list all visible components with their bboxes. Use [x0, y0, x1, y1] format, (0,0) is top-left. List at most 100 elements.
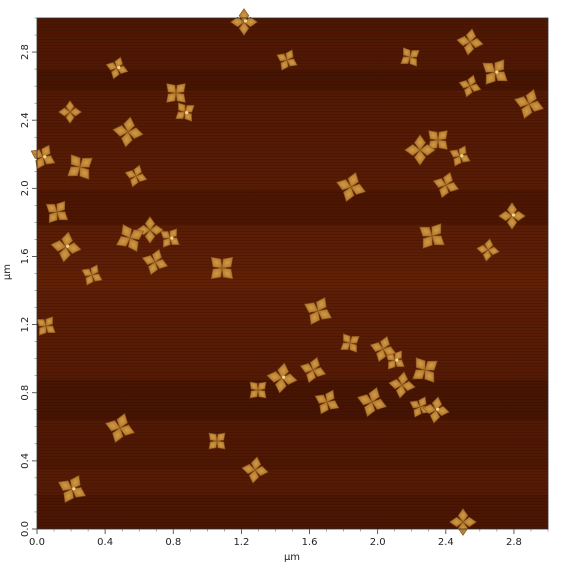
origami-tile	[435, 405, 450, 417]
origami-tile	[484, 238, 494, 251]
origami-tile	[506, 202, 518, 217]
origami-tile	[56, 211, 69, 221]
origami-tile	[144, 216, 156, 231]
origami-tile	[115, 235, 131, 247]
origami-star	[81, 264, 103, 286]
origami-tile	[184, 104, 195, 113]
origami-tile	[299, 363, 314, 374]
origami-star	[241, 456, 269, 484]
origami-tile	[61, 231, 74, 248]
bright-spot	[511, 213, 516, 217]
origami-tile	[382, 345, 397, 356]
origami-tile	[41, 144, 51, 158]
origami-tile	[129, 229, 145, 241]
origami-tile	[248, 469, 260, 484]
origami-star	[422, 396, 450, 424]
origami-tile	[482, 62, 496, 73]
origami-tile	[422, 403, 437, 415]
origami-tile	[286, 58, 298, 67]
origami-tile	[216, 432, 226, 442]
origami-tile	[281, 373, 298, 386]
origami-tile	[216, 440, 226, 450]
origami-tile	[469, 37, 484, 49]
origami-tile	[105, 420, 121, 432]
origami-tile	[210, 256, 223, 269]
origami-tile	[463, 41, 475, 56]
origami-tile	[401, 380, 416, 392]
origami-tile	[458, 145, 467, 157]
x-tick-label: 1.6	[302, 537, 318, 548]
origami-tile	[154, 258, 169, 269]
x-tick-label: 0.0	[29, 537, 45, 548]
origami-star	[136, 216, 164, 244]
origami-tile	[376, 348, 387, 363]
origami-tile	[306, 369, 317, 384]
origami-tile	[462, 516, 477, 528]
origami-tile	[45, 203, 58, 213]
origami-tile	[400, 56, 411, 65]
origami-tile	[325, 389, 335, 403]
origami-tile	[326, 400, 340, 410]
origami-tile	[414, 149, 426, 166]
origami-tile	[431, 235, 445, 246]
origami-tile	[349, 342, 358, 353]
y-axis: 0.0 0.4 0.8 1.2 1.6 2.0 2.4 2.8	[20, 17, 37, 537]
origami-star	[514, 89, 544, 119]
origami-star	[428, 130, 448, 150]
origami-tile	[445, 181, 460, 192]
origami-tile	[266, 370, 283, 383]
origami-star	[476, 238, 500, 262]
origami-tile	[50, 239, 67, 252]
origami-tile	[424, 369, 435, 383]
origami-tile	[395, 384, 407, 399]
origami-tile	[169, 228, 178, 239]
origami-tile	[494, 71, 508, 82]
bright-spot	[436, 407, 440, 411]
origami-tile	[498, 210, 513, 222]
origami-tile	[254, 465, 269, 477]
origami-tile	[350, 183, 366, 195]
origami-tiles	[30, 8, 544, 536]
origami-tile	[506, 215, 518, 230]
origami-tile	[65, 242, 82, 255]
origami-tile	[347, 172, 359, 188]
origami-tile	[494, 59, 505, 73]
origami-tile	[208, 432, 218, 442]
origami-tile	[482, 249, 492, 262]
bright-spot	[66, 244, 70, 248]
origami-tile	[340, 342, 351, 351]
origami-tile	[141, 255, 156, 266]
origami-star	[115, 223, 145, 253]
origami-tile	[449, 149, 461, 158]
origami-tile	[69, 107, 82, 117]
origami-tile	[114, 56, 124, 69]
origami-tile	[70, 154, 81, 168]
origami-tile	[127, 237, 139, 253]
origami-tile	[133, 164, 143, 177]
origami-tile	[65, 100, 75, 113]
origami-star	[166, 83, 186, 103]
origami-tile	[424, 360, 438, 371]
origami-tile	[121, 223, 133, 239]
scan-lines	[37, 18, 548, 529]
origami-tile	[257, 389, 267, 399]
origami-tile	[274, 377, 287, 394]
origami-tile	[38, 325, 47, 336]
origami-tile	[221, 267, 234, 280]
origami-tile	[414, 134, 426, 151]
origami-tile	[250, 456, 262, 471]
origami-star	[175, 102, 195, 122]
origami-star	[449, 145, 471, 167]
origami-tile	[349, 335, 360, 344]
origami-tile	[319, 401, 329, 415]
origami-tile	[511, 210, 526, 222]
origami-tile	[175, 92, 186, 103]
origami-star	[266, 362, 298, 394]
origami-tile	[402, 47, 411, 58]
y-tick-label: 2.4	[20, 112, 31, 128]
origami-star	[369, 335, 397, 363]
bright-spot	[395, 358, 399, 362]
origami-tile	[364, 401, 376, 417]
